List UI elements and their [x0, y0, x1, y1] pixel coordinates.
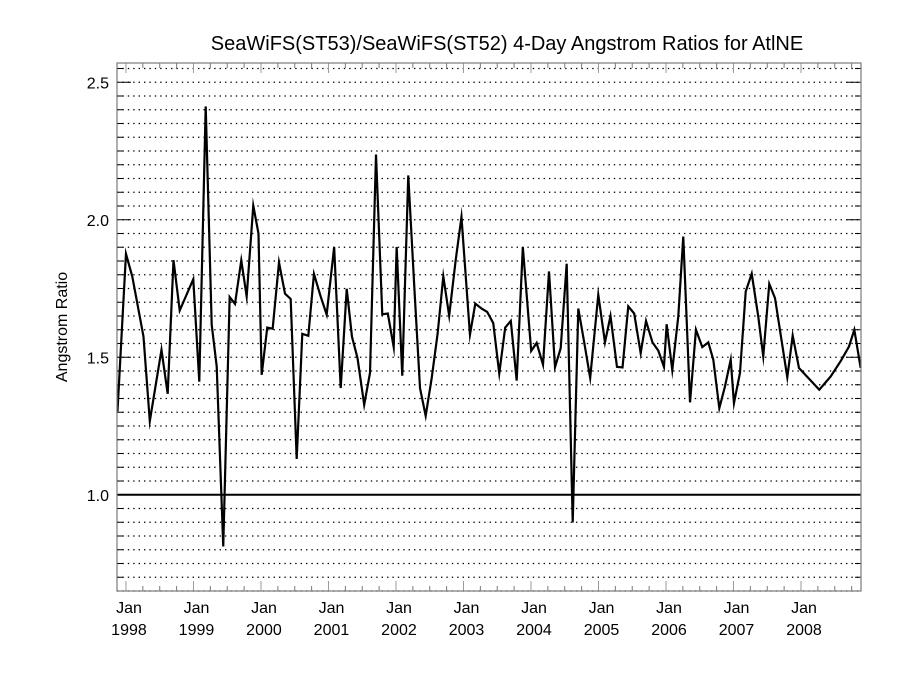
y-tick-label: 2.0 [87, 213, 109, 230]
x-tick-label-month: Jan [116, 600, 142, 617]
x-tick-label-year: 2002 [381, 622, 417, 639]
series-line [116, 106, 862, 547]
x-tick-label-year: 1998 [111, 622, 147, 639]
y-tick-label: 2.5 [87, 75, 109, 92]
y-axis-label: Angstrom Ratio [54, 272, 71, 382]
x-tick-label-month: Jan [386, 600, 412, 617]
chart-title: SeaWiFS(ST53)/SeaWiFS(ST52) 4-Day Angstr… [211, 33, 803, 55]
x-tick-label-month: Jan [724, 600, 750, 617]
x-tick-label-year: 2000 [246, 622, 282, 639]
x-tick-label-year: 1999 [179, 622, 215, 639]
series-group [116, 106, 862, 547]
x-tick-label-month: Jan [589, 600, 615, 617]
x-tick-label-year: 2006 [651, 622, 687, 639]
x-tick-label-year: 2003 [449, 622, 485, 639]
x-tick-label-year: 2007 [719, 622, 755, 639]
x-tick-label-month: Jan [319, 600, 345, 617]
y-tick-label: 1.5 [87, 350, 109, 367]
x-tick-label-month: Jan [656, 600, 682, 617]
x-tick-label-year: 2004 [516, 622, 552, 639]
plot-frame [116, 62, 862, 592]
x-tick-label-year: 2008 [786, 622, 822, 639]
x-tick-label-month: Jan [791, 600, 817, 617]
y-tick-label: 1.0 [87, 488, 109, 505]
x-tick-label-year: 2001 [314, 622, 350, 639]
x-tick-label-month: Jan [521, 600, 547, 617]
x-tick-labels: Jan 1998 Jan 1999 Jan 2000 Jan 2001 Jan 2002 Jan 20… [111, 600, 822, 639]
y-tick-labels: 1.0 1.5 2.0 2.5 [87, 75, 109, 505]
x-tick-label-year: 2005 [584, 622, 620, 639]
x-tick-label-month: Jan [454, 600, 480, 617]
axis-ticks [117, 63, 861, 592]
x-tick-label-month: Jan [251, 600, 277, 617]
x-tick-label-month: Jan [184, 600, 210, 617]
